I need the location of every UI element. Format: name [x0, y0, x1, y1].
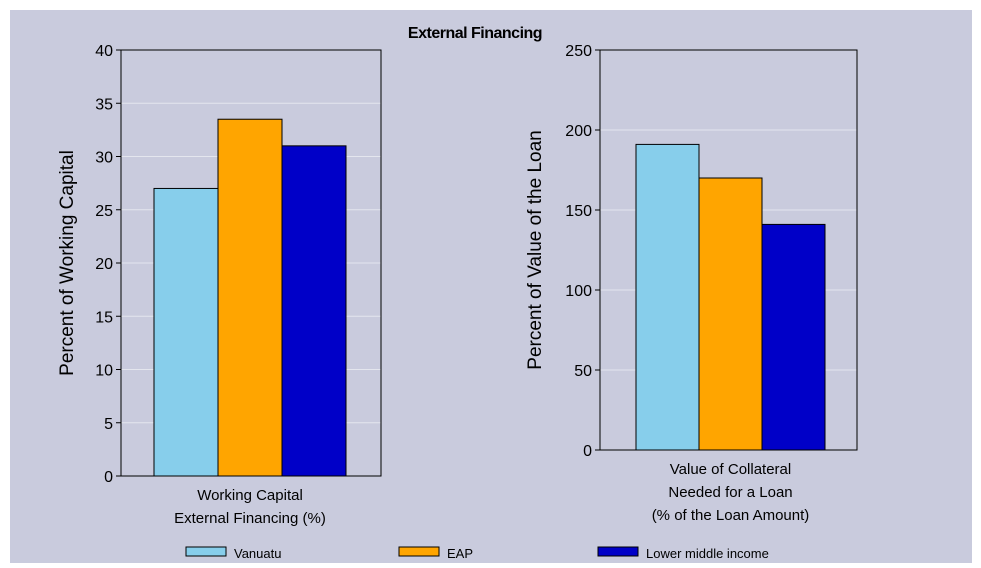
chart-panel-2: 0 50 100 150 200 250 Percent of Value of the L… — [525, 43, 858, 524]
bar-vanuatu — [635, 143, 700, 451]
legend-label: Vanuatu — [234, 546, 281, 561]
x-category-label: Working Capital — [197, 487, 303, 504]
y-tick-label: 0 — [583, 443, 592, 460]
bar-eap — [217, 118, 283, 477]
y-tick-label: 250 — [565, 43, 592, 60]
y-tick-label: 5 — [104, 416, 113, 433]
legend-swatch — [597, 546, 639, 557]
y-axis-label: Percent of Working Capital — [57, 150, 78, 376]
y-tick-label: 40 — [95, 43, 113, 60]
legend-swatch — [185, 546, 227, 557]
bar-eap — [698, 177, 763, 451]
legend: Vanuatu EAP Lower middle income — [185, 546, 769, 561]
bar-vanuatu — [153, 187, 219, 477]
y-tick-label: 0 — [104, 469, 113, 486]
y-tick-label: 15 — [95, 309, 113, 326]
legend-label: Lower middle income — [646, 546, 769, 561]
y-tick-label: 25 — [95, 203, 113, 220]
y-tick-label: 200 — [565, 123, 592, 140]
chart-title: External Financing — [408, 25, 542, 42]
legend-swatch — [398, 546, 440, 557]
x-category-label: (% of the Loan Amount) — [652, 507, 810, 524]
y-tick-label: 30 — [95, 150, 113, 167]
y-tick-label: 100 — [565, 283, 592, 300]
bar-lower-middle-income — [761, 223, 826, 451]
chart-panel-1: 0 5 10 15 20 25 30 35 40 Percent of Working Capit… — [57, 43, 382, 527]
y-axis-label: Percent of Value of the Loan — [525, 130, 546, 369]
y-tick-label: 20 — [95, 256, 113, 273]
y-tick-label: 35 — [95, 96, 113, 113]
y-tick-label: 150 — [565, 203, 592, 220]
bar-lower-middle-income — [281, 145, 347, 477]
x-category-label: Needed for a Loan — [668, 484, 792, 501]
x-category-label: Value of Collateral — [670, 461, 791, 478]
legend-label: EAP — [447, 546, 473, 561]
y-tick-label: 50 — [574, 363, 592, 380]
y-tick-label: 10 — [95, 363, 113, 380]
x-category-label: External Financing (%) — [174, 510, 326, 527]
